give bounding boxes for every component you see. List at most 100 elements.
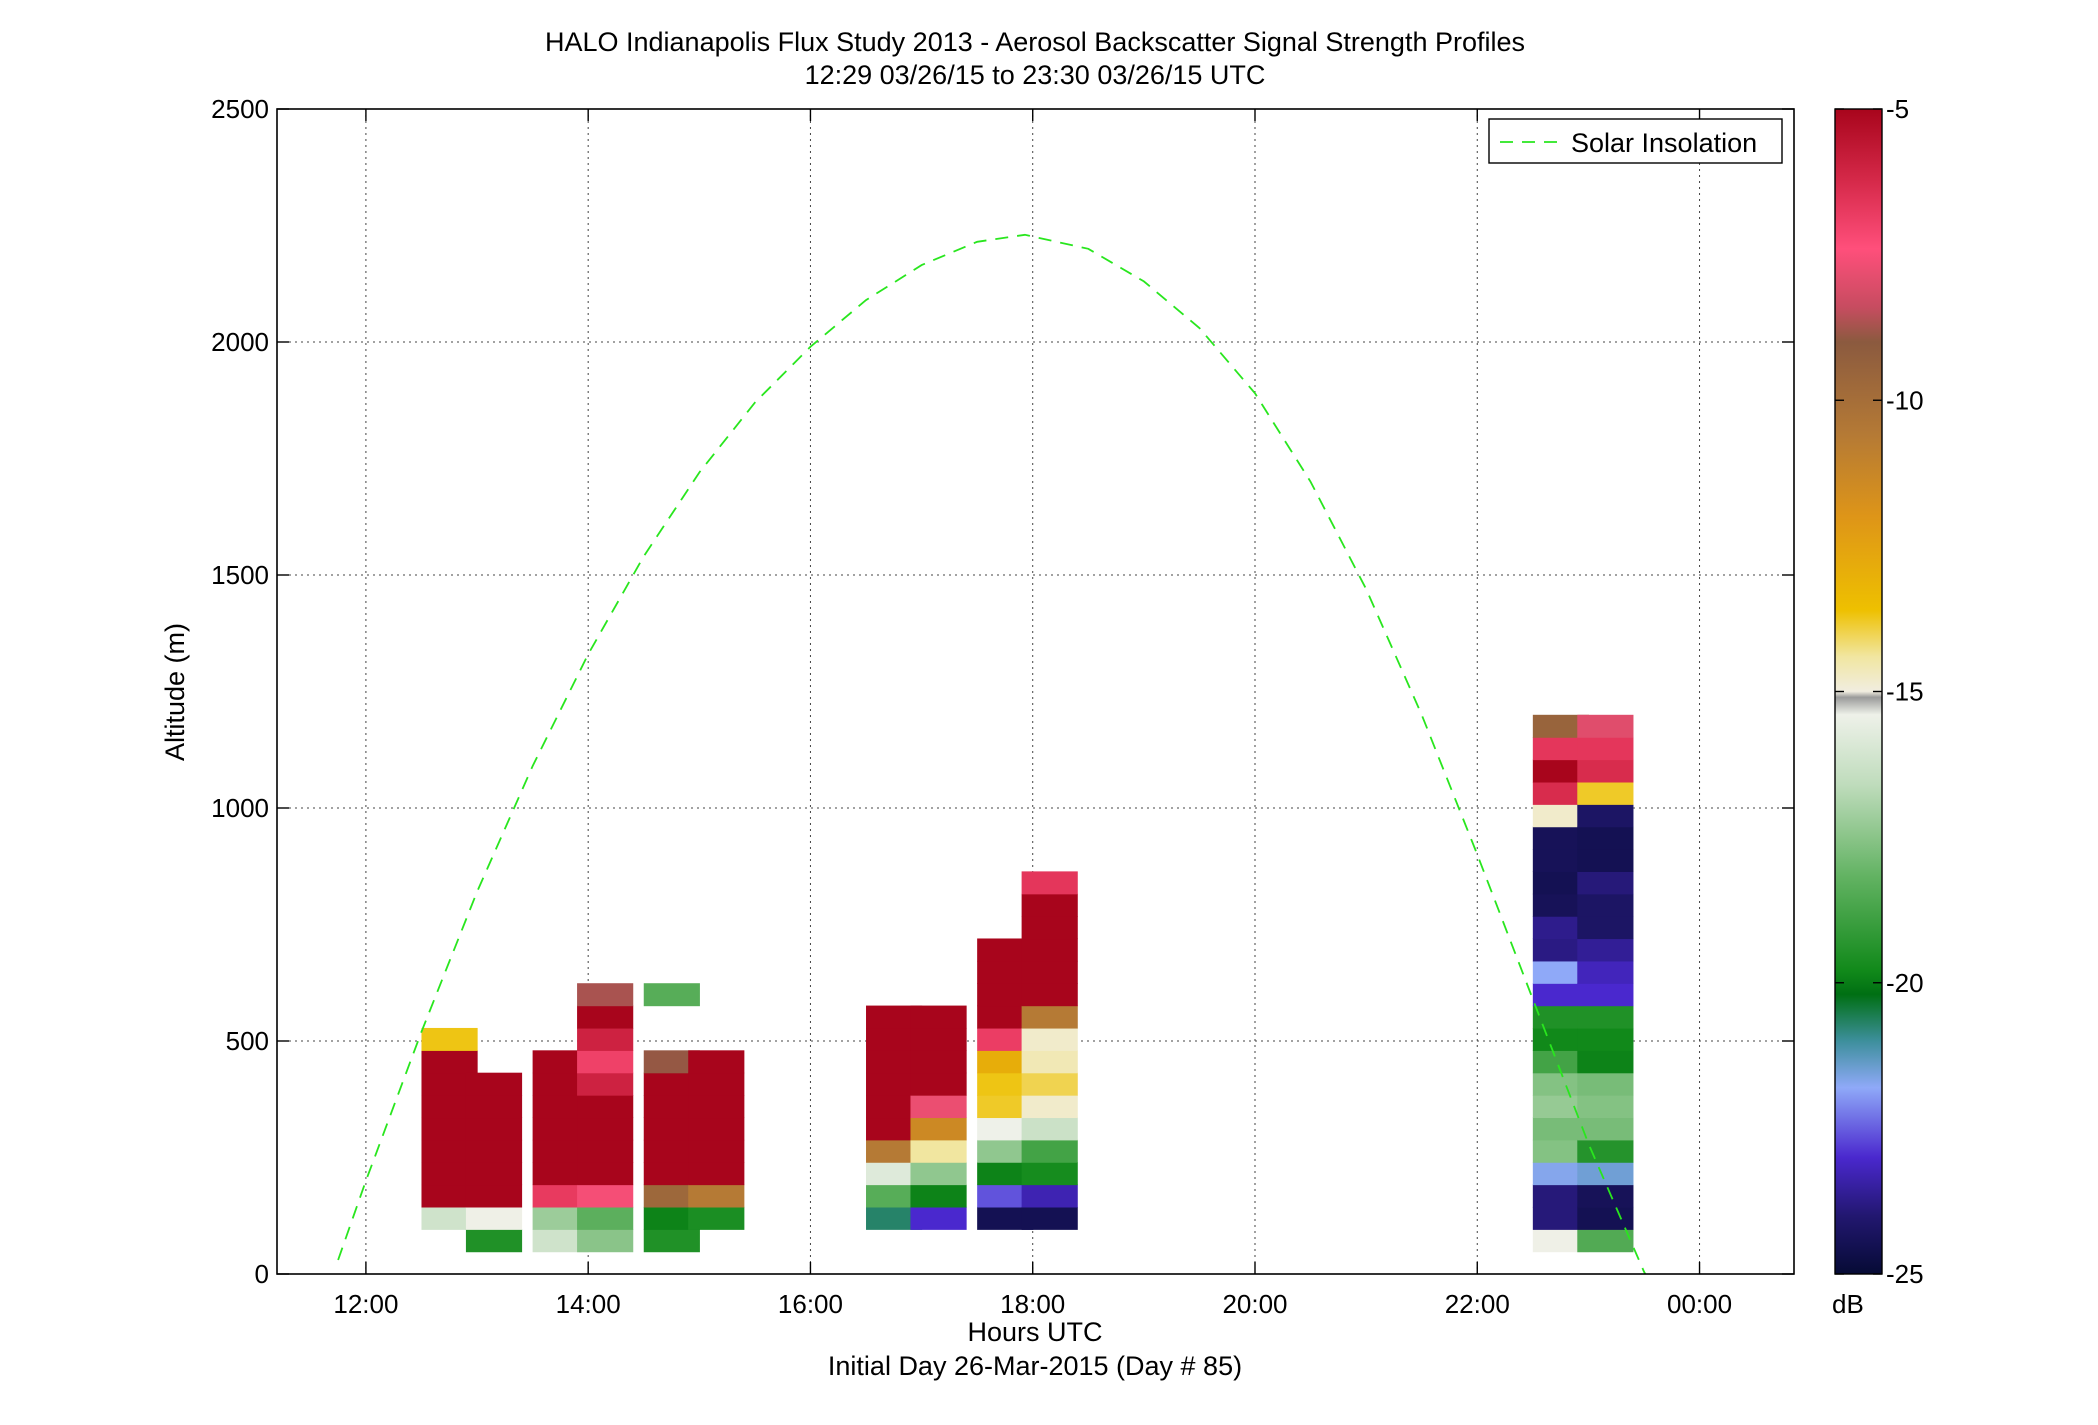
heatmap-cell	[977, 1095, 1034, 1119]
heatmap-cell	[910, 1206, 967, 1230]
heatmap-cell	[977, 938, 1034, 962]
heatmap-cell	[1021, 893, 1078, 917]
heatmap-cell	[1021, 1027, 1078, 1051]
heatmap-cell	[421, 1027, 478, 1051]
axis-ticks: 12:00 14:00 16:00 18:00 20:00 22:00 00:00 0 500 1…	[211, 94, 1794, 1319]
heatmap-cell	[866, 1027, 923, 1051]
heatmap-cell	[688, 1184, 745, 1208]
colorbar: -5 -10 -15 -20 -25 dB	[1832, 94, 1924, 1319]
heatmap-cell	[1532, 849, 1589, 872]
heatmap-cell	[1577, 781, 1634, 805]
heatmap-cell	[1577, 737, 1634, 761]
heatmap-cell	[1532, 871, 1589, 895]
heatmap-cell	[1532, 1117, 1589, 1141]
heatmap-cell	[1532, 826, 1589, 850]
heatmap-cell	[421, 1139, 478, 1163]
heatmap-cell	[1577, 1162, 1634, 1186]
heatmap-cell	[1577, 1139, 1634, 1163]
colorbar-tick-label: -15	[1886, 677, 1924, 707]
heatmap-cell	[1532, 1206, 1589, 1230]
heatmap-cell	[465, 1162, 523, 1186]
heatmap-cell	[1577, 804, 1634, 828]
heatmap-cell	[866, 1072, 923, 1096]
heatmap-cell	[1021, 1184, 1078, 1208]
heatmap-cell	[643, 1206, 700, 1230]
heatmap-cell	[866, 1184, 923, 1208]
heatmap-cell	[465, 1206, 523, 1230]
y-tick-label: 2500	[211, 94, 269, 124]
heatmap-cell	[688, 1162, 745, 1186]
chart-title: HALO Indianapolis Flux Study 2013 - Aero…	[545, 27, 1525, 57]
heatmap-cell	[1577, 893, 1634, 917]
heatmap-cell	[532, 1095, 589, 1119]
heatmap-cell	[1021, 1206, 1078, 1230]
heatmap-cell	[1532, 938, 1589, 962]
heatmap-cell	[1532, 781, 1589, 805]
heatmap-cell	[532, 1229, 589, 1253]
heatmap-cell	[465, 1117, 523, 1141]
heatmap-cell	[688, 1206, 745, 1230]
heatmap-cell	[1577, 714, 1634, 738]
heatmap-cell	[465, 1139, 523, 1163]
heatmap-cell	[643, 1117, 700, 1141]
heatmap-cell	[1532, 1072, 1589, 1096]
heatmap-cell	[1577, 916, 1634, 940]
plot-frame	[276, 108, 1795, 1275]
heatmap-cell	[577, 1229, 634, 1253]
colorbar-unit: dB	[1832, 1289, 1864, 1319]
heatmap-cell	[977, 1050, 1034, 1074]
heatmap-cell	[643, 1229, 700, 1253]
heatmap-cell	[577, 1184, 634, 1208]
heatmap-cell	[577, 1050, 634, 1074]
heatmap-cell	[1577, 849, 1634, 872]
heatmap-cell	[1577, 938, 1634, 962]
heatmap-cell	[532, 1162, 589, 1186]
chart-subtitle: 12:29 03/26/15 to 23:30 03/26/15 UTC	[805, 60, 1266, 90]
heatmap-cells	[421, 714, 1634, 1253]
colorbar-ticks: -5 -10 -15 -20 -25	[1835, 94, 1924, 1289]
heatmap-cell	[643, 1162, 700, 1186]
x-tick-label: 20:00	[1222, 1289, 1287, 1319]
heatmap-cell	[577, 1206, 634, 1230]
legend-label: Solar Insolation	[1571, 128, 1757, 158]
heatmap-cell	[1577, 1050, 1634, 1074]
heatmap-cell	[977, 983, 1034, 1007]
heatmap-cell	[1532, 983, 1589, 1007]
heatmap-cell	[1532, 1184, 1589, 1208]
heatmap-cell	[1577, 826, 1634, 850]
heatmap-cell	[1577, 1206, 1634, 1230]
x-tick-label: 18:00	[1000, 1289, 1065, 1319]
heatmap-cell	[1532, 1229, 1589, 1253]
heatmap-cell	[532, 1206, 589, 1230]
heatmap-cell	[1532, 1162, 1589, 1186]
heatmap-cell	[910, 1095, 967, 1119]
heatmap-cell	[421, 1117, 478, 1141]
heatmap-cell	[1021, 916, 1078, 940]
x-tick-label: 22:00	[1445, 1289, 1510, 1319]
heatmap-cell	[688, 1095, 745, 1119]
heatmap-cell	[977, 1005, 1034, 1029]
heatmap-cell	[910, 1072, 967, 1096]
heatmap-cell	[1577, 1005, 1634, 1029]
heatmap-cell	[1021, 1050, 1078, 1074]
heatmap-cell	[577, 1117, 634, 1141]
legend: Solar Insolation	[1488, 118, 1783, 164]
x-tick-label: 00:00	[1667, 1289, 1732, 1319]
heatmap-cell	[977, 1206, 1034, 1230]
heatmap-cell	[688, 1139, 745, 1163]
heatmap-cell	[1577, 871, 1634, 895]
heatmap-cell	[977, 1162, 1034, 1186]
heatmap-cell	[977, 1027, 1034, 1051]
heatmap-cell	[421, 1184, 478, 1208]
heatmap-cell	[421, 1206, 478, 1230]
heatmap-cell	[1021, 938, 1078, 962]
heatmap-cell	[1577, 1072, 1634, 1096]
heatmap-cell	[421, 1072, 478, 1096]
heatmap-cell	[577, 983, 634, 1007]
heatmap-cell	[910, 1027, 967, 1051]
y-axis-label: Altitude (m)	[160, 623, 190, 761]
heatmap-cell	[577, 1027, 634, 1051]
heatmap-cell	[1532, 1005, 1589, 1029]
heatmap-cell	[532, 1072, 589, 1096]
heatmap-cell	[421, 1095, 478, 1119]
